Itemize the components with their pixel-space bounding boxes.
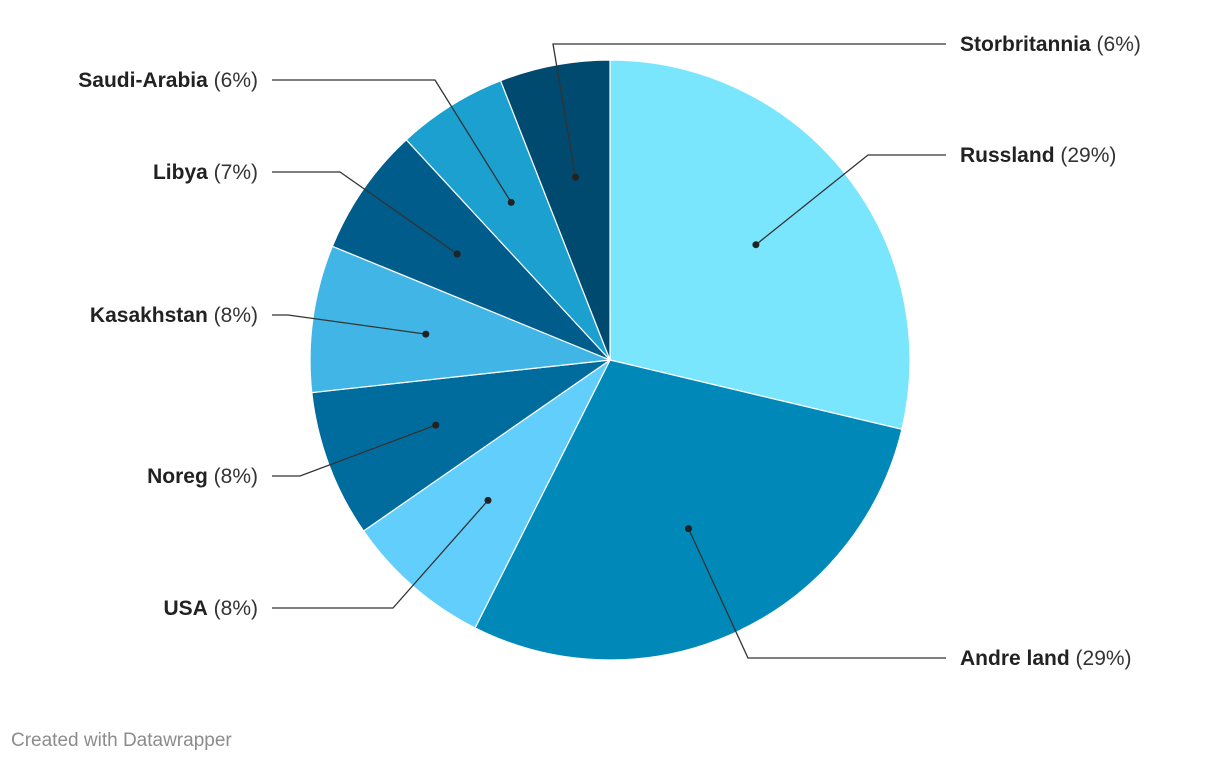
label-andre-land: Andre land (29%) [960,647,1132,670]
leader-line-noreg [272,424,437,477]
leader-dot-storbritannia [572,173,579,181]
leader-line-saudi-arabia [272,79,512,203]
slice-storbritannia [499,59,611,361]
leader-line-storbritannia [552,43,946,178]
slice-usa [362,359,611,629]
label-libya: Libya (7%) [153,161,258,184]
label-saudi-arabia: Saudi-Arabia (6%) [78,69,258,92]
label-name-usa: USA [163,597,207,620]
leader-dot-andre-land [685,525,692,533]
leader-line-andre-land [687,528,946,659]
label-pct-andre-land: (29%) [1070,647,1132,670]
label-name-noreg: Noreg [147,465,208,488]
label-noreg: Noreg (8%) [147,465,258,488]
leader-dot-libya [453,250,461,258]
label-storbritannia: Storbritannia (6%) [960,33,1141,56]
label-pct-storbritannia: (6%) [1091,33,1141,56]
leader-dot-usa [484,496,492,504]
leader-line-libya [272,171,458,255]
leader-line-russland [755,154,946,246]
label-kasakhstan: Kasakhstan (8%) [90,304,258,327]
leader-line-kasakhstan [272,314,426,335]
label-name-saudi-arabia: Saudi-Arabia [78,69,208,92]
leader-lines [272,43,946,659]
label-pct-noreg: (8%) [208,465,258,488]
label-pct-saudi-arabia: (6%) [208,69,258,92]
label-russland: Russland (29%) [960,144,1116,167]
leader-line-usa [272,499,489,609]
label-pct-libya: (7%) [208,161,258,184]
slice-labels: Russland (29%)Andre land (29%)USA (8%)No… [78,33,1141,670]
label-pct-usa: (8%) [208,597,258,620]
label-pct-kasakhstan: (8%) [208,304,258,327]
label-name-storbritannia: Storbritannia [960,33,1091,56]
label-usa: USA (8%) [163,597,258,620]
label-name-libya: Libya [153,161,208,184]
leader-dot-kasakhstan [422,330,430,338]
label-name-kasakhstan: Kasakhstan [90,304,208,327]
slice-russland [609,59,911,431]
footer-credit: Created with Datawrapper [11,730,232,751]
leader-dot-russland [752,241,760,249]
leader-dot-saudi-arabia [507,198,515,206]
leader-dot-noreg [432,421,440,429]
pie-slices [309,59,911,661]
label-pct-russland: (29%) [1055,144,1117,167]
label-name-andre-land: Andre land [960,647,1070,670]
label-name-russland: Russland [960,144,1055,167]
